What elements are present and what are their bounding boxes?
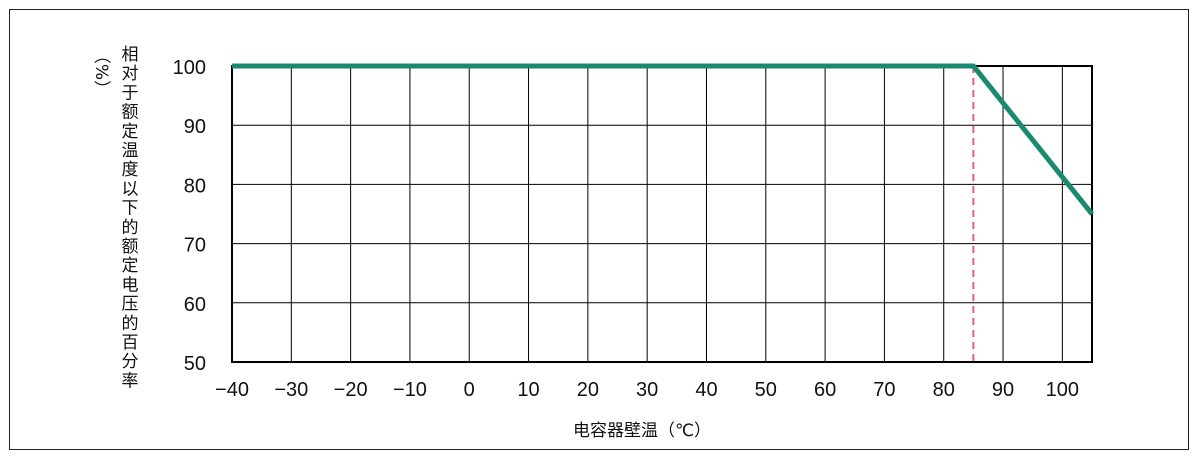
y-axis-label-char: 百	[122, 333, 139, 353]
y-tick-label: 80	[184, 175, 206, 197]
y-tick-label: 100	[173, 57, 206, 79]
series-line	[232, 63, 1094, 216]
y-axis-label-char: 下	[122, 199, 139, 219]
x-tick-label: 0	[464, 379, 475, 401]
y-axis-label-char: 电	[122, 275, 139, 295]
x-tick-label: 90	[992, 379, 1014, 401]
plot-border	[231, 65, 1093, 363]
x-tick-label: 50	[755, 379, 777, 401]
y-axis-label-char: 温	[122, 141, 139, 161]
x-tick-label: −10	[393, 379, 427, 401]
y-tick-label: 70	[184, 235, 206, 257]
x-tick-label: 20	[577, 379, 599, 401]
x-tick-label: −30	[274, 379, 308, 401]
y-axis-label-char: 于	[122, 83, 139, 103]
y-axis-unit-label: （%）	[91, 47, 111, 97]
chart-frame	[9, 9, 1189, 450]
x-tick-label: 10	[517, 379, 539, 401]
y-axis-label-char: 额	[122, 103, 139, 123]
y-axis-label-char: 以	[122, 179, 139, 199]
x-tick-labels: −40 −30 −20 −10 0 10 20 30 40 50 60 70 80 90 100	[215, 379, 1079, 401]
x-tick-label: −20	[334, 379, 368, 401]
y-axis-label-char: 额	[122, 237, 139, 257]
x-tick-label: 100	[1046, 379, 1079, 401]
x-tick-label: 80	[933, 379, 955, 401]
y-axis-label-char: 压	[122, 295, 139, 315]
y-axis-label-char: 的	[122, 314, 139, 334]
x-tick-label: 40	[695, 379, 717, 401]
y-axis-unit-text: （%）	[91, 47, 111, 97]
y-axis-label-char: 的	[122, 218, 139, 238]
y-axis-label-char: 对	[122, 64, 139, 84]
y-axis-label-char: 定	[122, 256, 139, 276]
y-axis-label-char: 率	[122, 371, 139, 391]
x-tick-label: 30	[636, 379, 658, 401]
x-axis-label: 电容器壁温（℃）	[573, 421, 711, 441]
x-tick-label: −40	[215, 379, 249, 401]
y-tick-label: 90	[184, 116, 206, 138]
y-axis-label-char: 定	[122, 122, 139, 142]
y-tick-labels: 50 60 70 80 90 100	[173, 57, 206, 375]
y-axis-label-char: 分	[122, 352, 139, 372]
y-tick-label: 50	[184, 353, 206, 375]
y-tick-label: 60	[184, 294, 206, 316]
x-tick-label: 70	[873, 379, 895, 401]
y-axis-label-char: 相	[122, 45, 139, 65]
x-tick-label: 60	[814, 379, 836, 401]
grid	[231, 65, 1092, 363]
y-axis-label-char: 度	[122, 160, 139, 180]
